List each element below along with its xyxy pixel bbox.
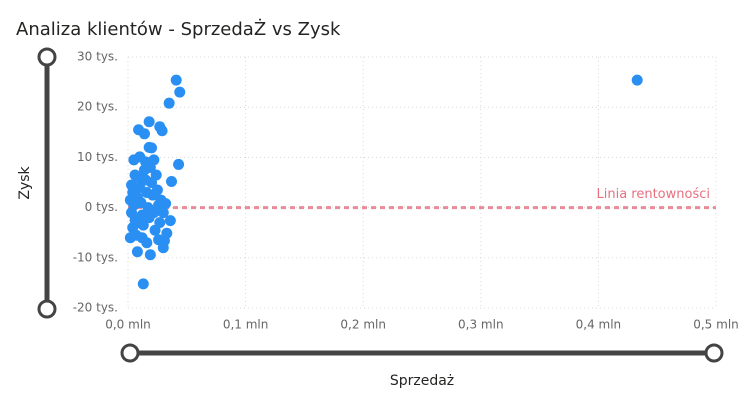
point — [151, 184, 163, 196]
point — [137, 278, 149, 290]
point — [131, 246, 143, 258]
point — [143, 116, 155, 128]
x-tick-label: 0,1 mln — [223, 318, 269, 332]
y-tick-label: -20 tys. — [73, 301, 118, 315]
point — [161, 227, 173, 239]
point — [154, 217, 166, 229]
x-axis-title: Sprzedaż — [390, 373, 454, 389]
x-tick-label: 0,4 mln — [576, 318, 622, 332]
point — [129, 169, 141, 181]
point — [163, 97, 175, 109]
point — [157, 207, 169, 219]
point — [166, 175, 178, 187]
point — [143, 141, 155, 153]
y-tick-label: 20 tys. — [77, 100, 118, 114]
point — [148, 154, 160, 166]
slider-handle[interactable] — [704, 343, 724, 363]
x-tick-label: 0,2 mln — [340, 318, 386, 332]
y-tick-label: 0 tys. — [85, 200, 118, 214]
y-axis-title: Zysk — [17, 165, 33, 199]
point — [133, 217, 145, 229]
point — [124, 232, 136, 244]
chart-title: Analiza klientów - SprzedaŻ vs Zysk — [16, 19, 341, 40]
x-tick-label: 0,3 mln — [458, 318, 504, 332]
slider-handle[interactable] — [37, 299, 57, 319]
point — [631, 74, 643, 86]
y-tick-label: -10 tys. — [73, 250, 118, 264]
y-tick-label: 10 tys. — [77, 150, 118, 164]
point — [138, 128, 150, 140]
slider-handle[interactable] — [37, 47, 57, 67]
point — [160, 198, 172, 210]
point — [144, 249, 156, 261]
reference-line-label: Linia rentowności — [596, 187, 710, 202]
x-tick-label: 0,0 mln — [105, 318, 151, 332]
x-tick-label: 0,5 mln — [693, 318, 739, 332]
point — [141, 237, 153, 249]
point — [153, 234, 165, 246]
y-tick-label: 30 tys. — [77, 50, 118, 64]
point — [156, 125, 168, 137]
point — [164, 215, 176, 227]
point — [173, 158, 185, 170]
slider-handle[interactable] — [120, 343, 140, 363]
point — [150, 169, 162, 181]
y-zoom-slider[interactable] — [37, 47, 57, 319]
point — [170, 74, 182, 86]
point — [174, 86, 186, 98]
x-zoom-slider[interactable] — [120, 343, 724, 363]
